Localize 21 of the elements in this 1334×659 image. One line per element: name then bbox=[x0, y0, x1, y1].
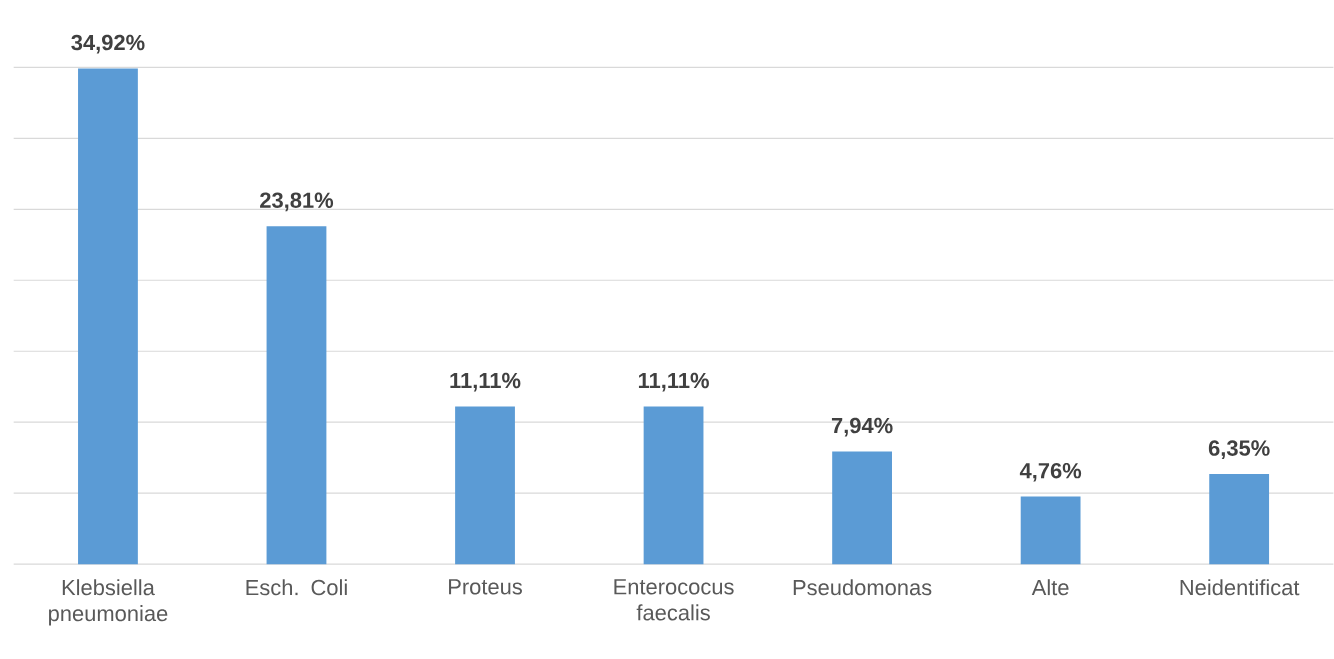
x-tick-label: Esch. Coli bbox=[246, 579, 347, 596]
data-label: 6,35% bbox=[1208, 440, 1270, 460]
x-tick-label: Neidentificat bbox=[1180, 579, 1300, 596]
bar bbox=[455, 406, 515, 565]
x-tick-label: Alte bbox=[1031, 579, 1069, 596]
data-label: 11,11% bbox=[638, 372, 709, 392]
bar bbox=[643, 406, 704, 565]
bar bbox=[1209, 474, 1270, 565]
x-tick-label: Pseudomonas bbox=[793, 579, 932, 596]
bar bbox=[1020, 496, 1081, 565]
data-label: 23,81% bbox=[260, 192, 334, 212]
data-label: 4,76% bbox=[1019, 462, 1082, 482]
data-label: 34,92% bbox=[71, 34, 145, 54]
bar bbox=[832, 451, 892, 565]
bar bbox=[266, 226, 327, 565]
bar bbox=[78, 68, 138, 565]
data-label: 11,11% bbox=[450, 372, 521, 392]
x-tick-label: Klebsiella pneumoniae bbox=[49, 579, 168, 626]
x-tick-label: Proteus bbox=[449, 579, 522, 595]
data-label: 7,94% bbox=[831, 417, 893, 437]
x-tick-label: Enterococus faecalis bbox=[614, 579, 734, 621]
